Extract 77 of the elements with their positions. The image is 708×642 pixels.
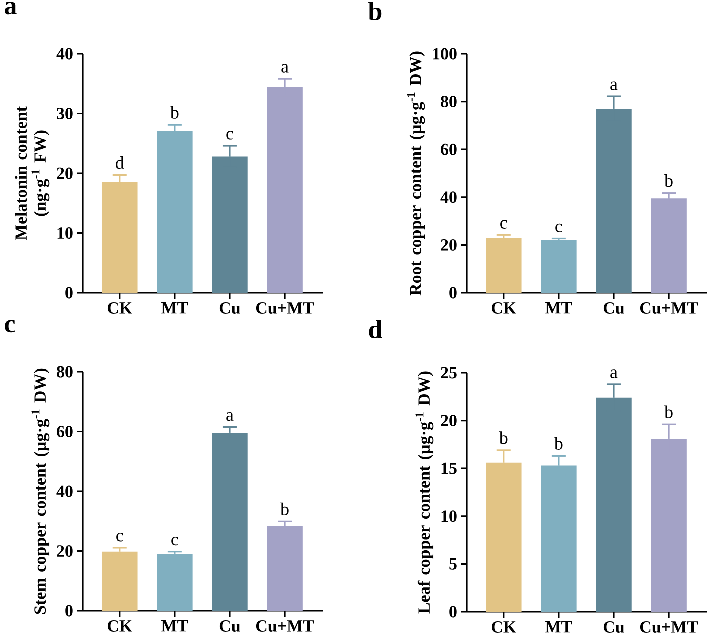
x-tick-label: Cu+MT [256,302,314,314]
annotation: a [282,64,289,73]
annotation: d [116,156,124,170]
y-tick-label: 10 [58,228,73,239]
y-tick-label: 20 [57,168,73,180]
annotation: c [116,533,124,542]
bar [486,238,522,293]
x-tick-label: CK [108,302,132,314]
x-tick-label: MT [162,620,188,632]
chart-title: d [369,320,382,338]
x-tick-label: Cu+MT [256,620,314,632]
x-tick-label: Cu [220,302,240,314]
annotation: b [554,437,563,450]
annotation: b [664,174,673,188]
y-tick-label: 0 [66,605,73,617]
x-tick-label: CK [492,302,517,314]
annotation: a [610,370,618,378]
bar [651,438,687,612]
x-tick-label: Cu+MT [640,302,698,314]
annotation: c [172,536,178,546]
bar [212,156,248,293]
chart-title: b [368,2,382,20]
bar [157,131,193,293]
x-tick-label: Cu [604,622,624,633]
y-tick-label: 80 [441,96,457,108]
y-tick-label: 0 [66,287,73,299]
y-tick-label: 10 [442,510,457,522]
bar [541,466,577,612]
y-tick-label: 0 [450,287,457,299]
chart-title: a [5,2,17,15]
chart-title: c [5,320,16,333]
y-axis-title: Root copper content (µg·g$^{-1}$ DW) [407,52,426,296]
y-tick-label: 5 [450,558,457,570]
x-tick-label: Cu [220,620,240,632]
annotation: b [499,432,508,444]
y-axis-title: Leaf copper content (µg·g$^{-1}$ DW) [416,372,434,614]
y-tick-label: 25 [441,367,457,379]
y-tick-label: 20 [441,239,457,251]
bar [541,240,577,293]
bar [486,462,522,612]
x-tick-label: Cu+MT [640,622,698,633]
y-tick-label: 20 [57,546,73,557]
y-tick-label: 60 [441,144,457,156]
annotation: a [226,412,234,422]
annotation: b [664,406,673,418]
y-tick-label: 30 [57,108,73,120]
x-tick-label: CK [108,620,132,632]
y-tick-label: 40 [440,192,457,204]
x-tick-label: MT [546,622,572,633]
annotation: a [610,82,618,90]
y-tick-label: 100 [433,48,457,60]
y-tick-label: 15 [442,462,457,474]
bar [596,108,632,293]
y-tick-label: 80 [57,366,73,378]
x-tick-label: Cu [604,302,624,314]
y-tick-label: 60 [57,426,73,438]
bar [157,554,193,611]
x-tick-label: CK [492,622,517,633]
y-tick-label: 20 [441,415,457,427]
bar [212,432,248,611]
bar [651,198,687,293]
annotation: b [280,502,289,516]
x-tick-label: MT [162,302,188,314]
annotation: c [500,220,508,229]
bar [102,552,138,611]
bar [102,182,138,293]
x-tick-label: MT [546,302,572,314]
y-tick-label: 40 [56,486,73,498]
annotation: c [556,224,562,233]
bar [267,87,303,293]
bar [596,398,632,612]
y-axis-title: Stem copper content (µg·g$^{-1}$ DW) [32,368,50,614]
annotation: b [170,106,179,119]
annotation: c [226,131,234,140]
y-tick-label: 40 [56,48,73,60]
y-tick-label: 0 [450,606,457,618]
bar [267,526,303,611]
